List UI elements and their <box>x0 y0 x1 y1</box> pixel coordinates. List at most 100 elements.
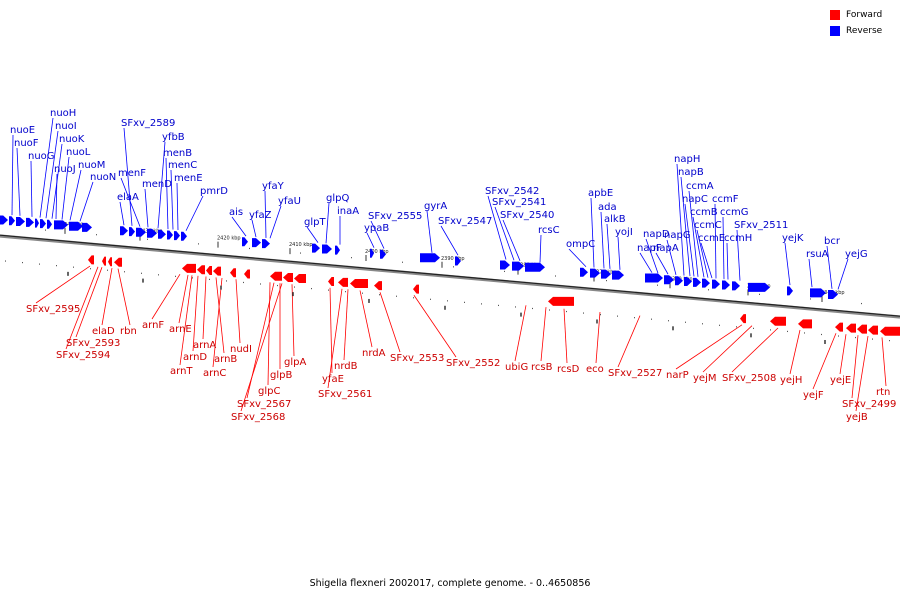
forward-swatch <box>830 10 840 20</box>
reverse-gene-label: glpT <box>304 217 326 228</box>
reverse-gene-arrow <box>40 219 46 229</box>
reverse-leader-line <box>120 177 141 227</box>
tick-label: 2410 kbp <box>289 242 313 248</box>
forward-gene-arrow <box>114 257 122 267</box>
reverse-leader-line <box>696 229 709 278</box>
axis-line <box>0 234 900 319</box>
forward-leader-line <box>563 308 568 364</box>
forward-leader-line <box>179 275 193 366</box>
forward-gene-label: arnE <box>169 324 192 335</box>
dot-mark <box>141 272 142 274</box>
forward-leader-line <box>617 315 641 368</box>
dot-mark <box>889 340 890 342</box>
forward-leader-line <box>839 334 847 375</box>
forward-gene-arrow <box>868 325 878 335</box>
reverse-leader-line <box>666 239 677 275</box>
forward-leader-line <box>291 284 295 357</box>
reverse-leader-line <box>30 160 33 217</box>
reverse-leader-line <box>784 242 791 286</box>
forward-gene-arrow <box>182 263 196 273</box>
dot-mark <box>702 323 703 325</box>
legend-item-reverse: Reverse <box>830 24 900 38</box>
reverse-gene-arrow <box>645 273 663 283</box>
reverse-gene-label: ccmH <box>724 233 752 244</box>
reverse-gene-arrow <box>0 215 8 225</box>
forward-leader-line <box>702 325 753 373</box>
reverse-leader-line <box>808 258 813 288</box>
reverse-gene-label: ccmC <box>694 220 722 231</box>
forward-leader-line <box>675 324 743 370</box>
forward-leader-line <box>192 275 199 352</box>
reverse-gene-label: nuoG <box>28 151 55 162</box>
forward-leader-line <box>235 279 241 344</box>
forward-leader-line <box>240 283 283 412</box>
forward-leader-line <box>117 268 131 326</box>
dot-mark <box>668 320 669 322</box>
forward-gene-label: arnC <box>203 368 226 379</box>
reverse-gene-arrow <box>54 220 68 230</box>
forward-gene-arrow <box>230 268 236 278</box>
reverse-gene-label: yejK <box>782 233 804 244</box>
legend-item-forward: Forward <box>830 8 900 22</box>
forward-gene-label: yejF <box>803 390 824 401</box>
forward-gene-label: rtn <box>876 387 890 398</box>
dot-mark <box>634 317 635 319</box>
dot-mark <box>685 321 686 323</box>
reverse-leader-line <box>590 197 595 268</box>
reverse-leader-line <box>502 219 521 261</box>
forward-gene-arrow <box>283 272 293 282</box>
reverse-gene-label: yfaZ <box>249 210 272 221</box>
reverse-leader-line <box>176 182 179 231</box>
dot-mark <box>617 315 618 317</box>
reverse-gene-arrow <box>136 227 146 237</box>
dot-mark <box>45 229 46 231</box>
forward-gene-label: nudI <box>230 344 252 355</box>
reverse-leader-line <box>676 163 685 276</box>
forward-leader-line <box>202 276 207 340</box>
reverse-gene-arrow <box>525 262 545 272</box>
reverse-gene-label: alkB <box>604 214 626 225</box>
forward-gene-label: SFxv_2568 <box>231 412 285 423</box>
forward-gene-label: SFxv_2567 <box>237 399 291 410</box>
reverse-gene-arrow <box>612 270 624 280</box>
forward-leader-line <box>812 333 837 390</box>
forward-leader-line <box>343 289 349 361</box>
forward-gene-arrow <box>244 269 250 279</box>
reverse-gene-label: nuoL <box>66 147 91 158</box>
dot-mark <box>606 280 607 282</box>
dot-mark <box>22 261 23 264</box>
reverse-gene-label: inaA <box>337 206 359 217</box>
forward-gene-label: SFxv_2561 <box>318 389 372 400</box>
forward-leader-line <box>789 329 801 375</box>
reverse-gene-arrow <box>684 277 692 287</box>
forward-leader-line <box>327 288 343 389</box>
reverse-gene-label: napH <box>674 154 700 165</box>
forward-leader-line <box>881 337 887 387</box>
forward-gene-arrow <box>350 279 368 288</box>
reverse-gene-arrow <box>420 253 440 263</box>
reverse-gene-label: SFxv_2541 <box>492 197 546 208</box>
forward-leader-line <box>413 295 457 358</box>
reverse-gene-arrow <box>590 268 600 278</box>
reverse-leader-line <box>714 203 717 279</box>
dot-mark <box>555 275 556 277</box>
forward-gene-label: eco <box>586 364 604 375</box>
forward-leader-line <box>329 287 333 374</box>
forward-gene-label: arnB <box>214 354 237 365</box>
label-leader-lines <box>11 117 887 412</box>
forward-gene-label: SFxv_2527 <box>608 368 662 379</box>
dot-mark <box>311 287 312 290</box>
dot-mark <box>566 310 567 313</box>
legend-label-reverse: Reverse <box>846 26 883 36</box>
reverse-leader-line <box>231 216 247 237</box>
forward-leader-line <box>75 267 103 338</box>
reverse-gene-label: ccmE <box>698 233 725 244</box>
reverse-gene-label: yfaU <box>278 196 301 207</box>
tick-label: 2400 kbp <box>365 249 389 255</box>
reverse-gene-label: ccmA <box>686 181 714 192</box>
reverse-gene-label: ccmF <box>712 194 739 205</box>
forward-gene-label: rcsD <box>557 364 580 375</box>
reverse-gene-label: napB <box>678 167 704 178</box>
forward-gene-arrow <box>770 316 786 326</box>
